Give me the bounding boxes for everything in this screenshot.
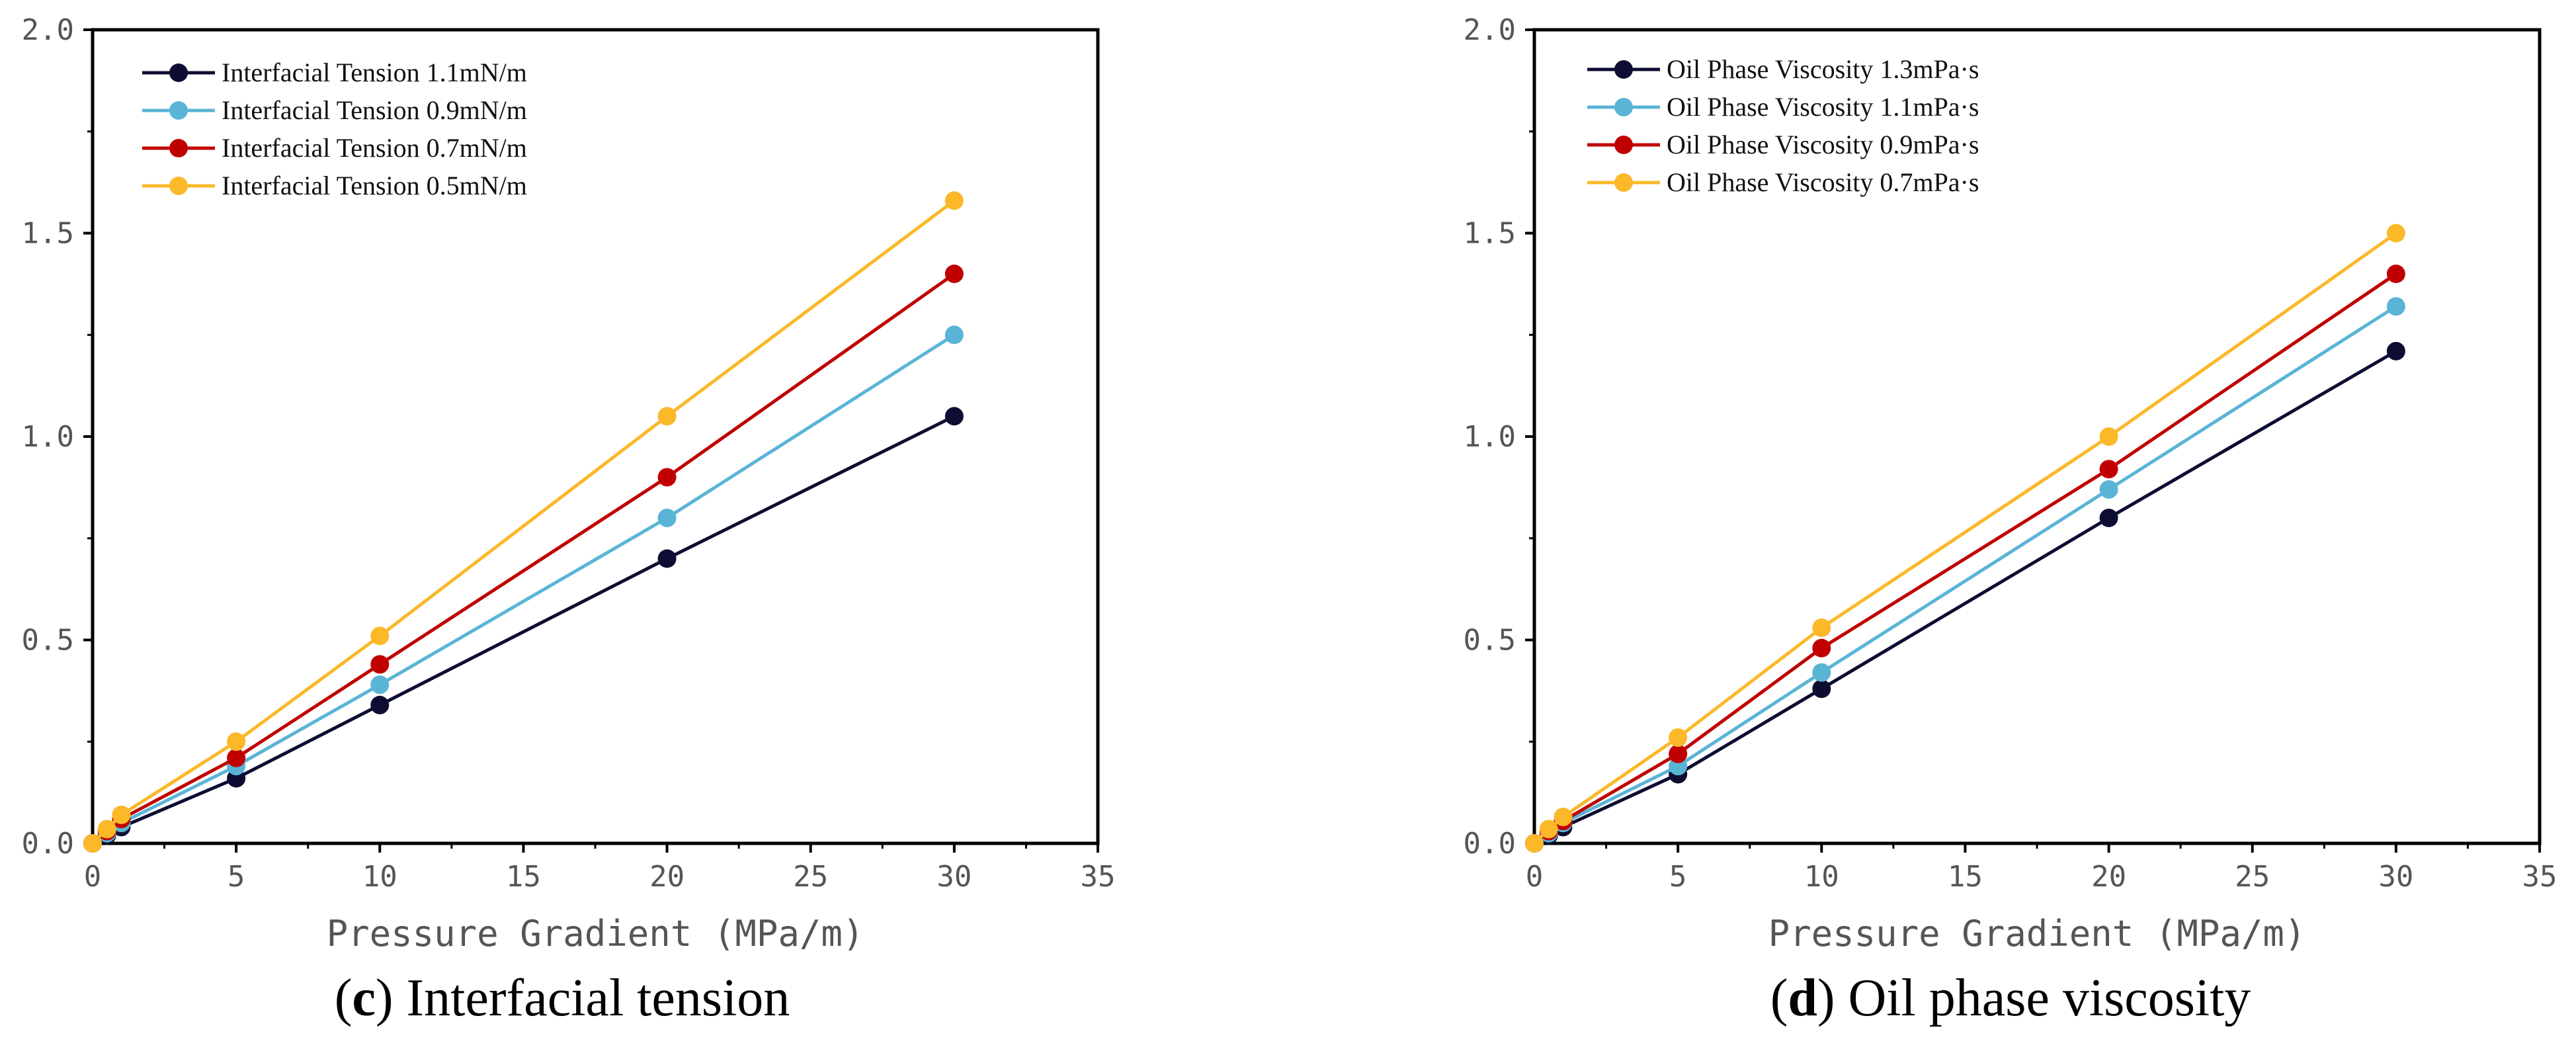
data-point (1669, 728, 1688, 747)
x-tick-label: 35 (1081, 860, 1116, 894)
caption-text: Oil phase viscosity (1835, 969, 2251, 1027)
data-point (97, 820, 116, 839)
x-tick-label: 0 (84, 860, 102, 894)
legend-swatch-marker (1614, 136, 1633, 154)
series-line-0 (91, 415, 955, 845)
data-point (227, 748, 246, 767)
y-tick-label: 2.0 (1464, 13, 1516, 47)
data-point (1554, 808, 1573, 827)
legend-swatch-marker (169, 101, 188, 120)
data-point (2386, 265, 2405, 283)
chart-panel-d: 0 5 10 15 20 25 30 35 0.0 0.5 1.0 1.5 2.0 Pressure Gr… (1464, 13, 2557, 1027)
caption-paren-close: ) (1817, 969, 1835, 1027)
x-tick-label: 10 (362, 860, 397, 894)
y-tick-label: 1.5 (1464, 217, 1516, 251)
legend-label: Oil Phase Viscosity 1.3mPa·s (1667, 54, 1979, 84)
y-tick-label: 0.0 (22, 827, 74, 861)
legend-label: Interfacial Tension 0.5mN/m (222, 171, 527, 200)
data-point (657, 549, 677, 568)
x-tick-label: 5 (1669, 860, 1687, 894)
legend-label: Interfacial Tension 0.9mN/m (222, 95, 527, 125)
y-tick-label: 1.0 (1464, 420, 1516, 454)
series-line-3 (1533, 232, 2397, 845)
chart-panel-c: 0 5 10 15 20 25 30 35 0.0 0.5 1.0 1.5 2.0 Pressure Gr… (22, 13, 1116, 1027)
data-point (370, 675, 390, 695)
x-tick-label: 25 (793, 860, 828, 894)
legend-swatch-marker (169, 139, 188, 157)
data-point (1669, 744, 1688, 763)
data-point (2099, 427, 2118, 446)
caption-paren-close: ) (376, 969, 394, 1027)
data-point (1525, 834, 1544, 853)
data-point (1812, 663, 1831, 682)
x-tick-label: 20 (649, 860, 685, 894)
series-line-2 (91, 272, 956, 845)
series-line-3 (91, 199, 956, 845)
y-tick-label: 0.0 (1464, 827, 1516, 861)
data-point (1812, 638, 1831, 657)
data-point (370, 655, 390, 674)
y-tick-label: 2.0 (22, 13, 74, 47)
x-tick-label: 30 (936, 860, 972, 894)
x-tick-label: 5 (228, 860, 245, 894)
series-line-2 (1533, 272, 2397, 845)
y-tick-label: 0.5 (22, 624, 74, 657)
data-point (227, 732, 246, 751)
data-point (2386, 341, 2405, 360)
x-tick-label: 15 (1948, 860, 1983, 894)
data-point (1812, 618, 1831, 638)
caption-letter: d (1788, 969, 1817, 1027)
panel-caption: (c) Interfacial tension (335, 969, 790, 1027)
data-point (944, 265, 964, 283)
y-tick-label: 0.5 (1464, 624, 1516, 657)
legend-label: Interfacial Tension 0.7mN/m (222, 133, 527, 163)
data-point (370, 626, 390, 646)
panel-caption: (d) Oil phase viscosity (1770, 969, 2251, 1027)
y-tick-label: 1.5 (22, 217, 74, 251)
data-point (2386, 224, 2405, 243)
data-point (2099, 509, 2118, 527)
legend-label: Oil Phase Viscosity 1.1mPa·s (1667, 92, 1979, 122)
data-point (112, 805, 131, 824)
data-point (1812, 679, 1831, 699)
legend-swatch-marker (169, 177, 188, 195)
x-tick-label: 0 (1526, 860, 1544, 894)
legend-swatch-marker (1614, 173, 1633, 192)
legend-label: Interfacial Tension 1.1mN/m (222, 58, 527, 87)
data-point (944, 325, 964, 345)
data-point (944, 407, 964, 426)
x-tick-label: 10 (1804, 860, 1839, 894)
series-line-0 (1533, 349, 2397, 845)
caption-paren-open: ( (335, 969, 353, 1027)
x-axis-title: Pressure Gradient (MPa/m) (1768, 913, 2306, 954)
data-point (2099, 460, 2118, 479)
data-point (370, 695, 390, 714)
caption-paren-open: ( (1770, 969, 1788, 1027)
x-tick-label: 25 (2235, 860, 2270, 894)
x-tick-label: 30 (2378, 860, 2413, 894)
x-tick-label: 20 (2091, 860, 2126, 894)
legend-label: Oil Phase Viscosity 0.9mPa·s (1667, 130, 1979, 159)
data-point (657, 509, 677, 527)
x-axis-title: Pressure Gradient (MPa/m) (327, 913, 864, 954)
caption-text: Interfacial tension (394, 969, 790, 1027)
x-tick-label: 35 (2522, 860, 2557, 894)
data-point (2099, 480, 2118, 499)
legend-label: Oil Phase Viscosity 0.7mPa·s (1667, 167, 1979, 197)
legend-swatch-marker (1614, 60, 1633, 79)
data-point (657, 407, 677, 426)
caption-letter: c (352, 969, 376, 1027)
x-tick-label: 15 (506, 860, 541, 894)
legend-swatch-marker (1614, 98, 1633, 116)
data-point (657, 468, 677, 487)
data-point (83, 834, 102, 853)
data-point (1539, 820, 1558, 839)
data-point (2386, 297, 2405, 316)
legend-swatch-marker (169, 64, 188, 82)
data-point (944, 191, 964, 210)
y-tick-label: 1.0 (22, 420, 74, 454)
